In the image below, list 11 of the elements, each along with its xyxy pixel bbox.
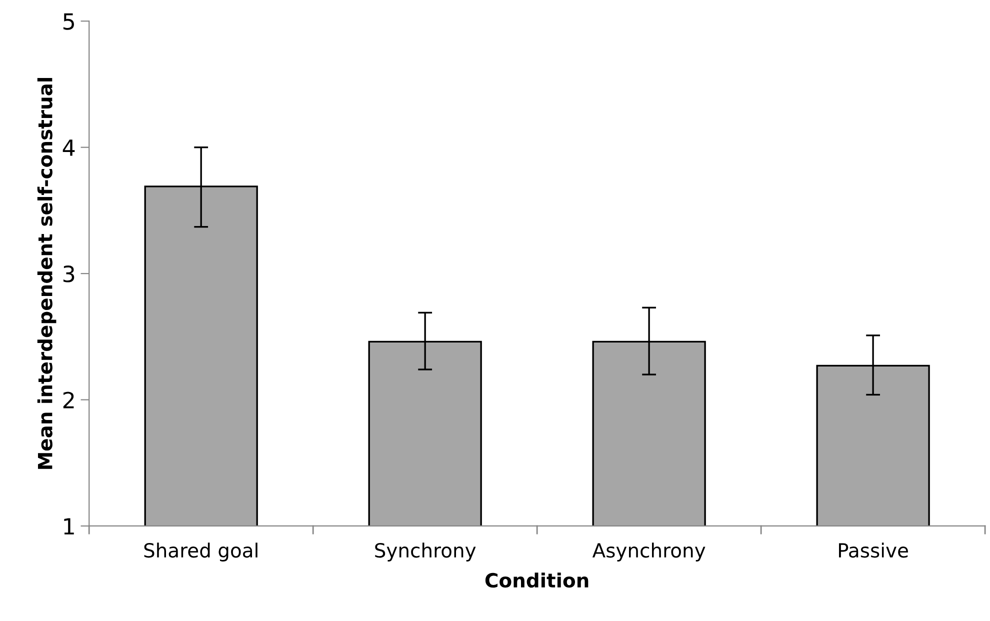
x-tick-label: Passive <box>839 542 908 558</box>
x-tick-label: Asynchrony <box>592 542 706 562</box>
y-tick-label: 1 <box>64 518 74 534</box>
x-axis-title: Condition <box>485 572 588 588</box>
y-axis-title: Mean interdependent self-construal <box>37 78 56 469</box>
x-tick-label: Synchrony <box>375 542 476 562</box>
y-tick-label: 4 <box>62 140 75 156</box>
y-tick-label: 5 <box>63 13 74 30</box>
y-tick-label: 3 <box>63 266 74 282</box>
y-tick-label: 2 <box>63 392 74 408</box>
x-tick-label: Shared goal <box>144 542 258 562</box>
